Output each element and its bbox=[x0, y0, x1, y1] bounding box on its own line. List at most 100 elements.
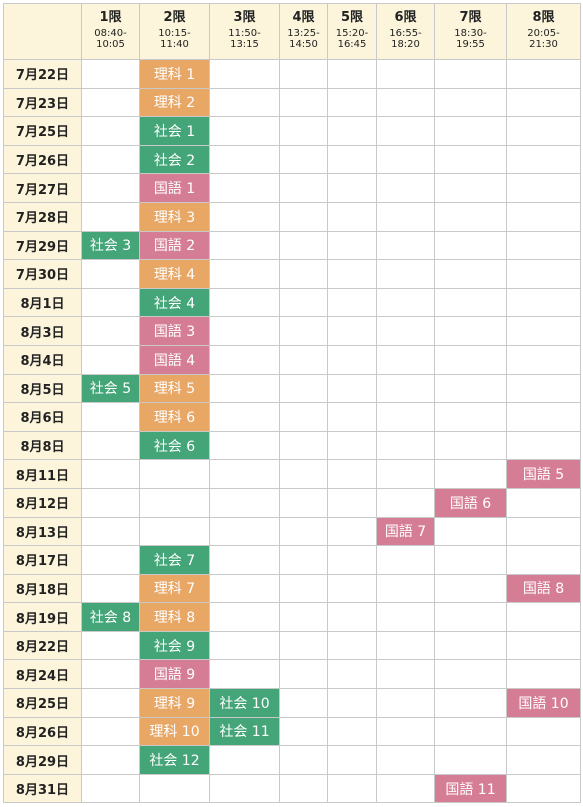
empty-cell bbox=[376, 773, 435, 804]
date-cell: 8月17日 bbox=[3, 545, 82, 575]
empty-cell bbox=[81, 745, 140, 775]
empty-cell bbox=[376, 116, 435, 146]
empty-cell bbox=[434, 430, 507, 461]
empty-cell bbox=[434, 201, 507, 232]
table-row: 8月4日 国語 4 bbox=[3, 344, 581, 375]
empty-cell bbox=[81, 459, 140, 489]
class-cell: 社会 12 bbox=[139, 745, 210, 775]
empty-cell bbox=[506, 516, 581, 547]
empty-cell bbox=[209, 344, 280, 375]
empty-cell bbox=[327, 602, 377, 632]
date-cell: 7月23日 bbox=[3, 87, 82, 118]
table-row: 8月31日 国語 11 bbox=[3, 773, 581, 804]
empty-cell bbox=[376, 459, 435, 489]
empty-cell bbox=[434, 259, 507, 289]
empty-cell bbox=[327, 573, 377, 604]
empty-cell bbox=[506, 430, 581, 461]
empty-cell bbox=[506, 630, 581, 661]
period-time: 15:20- 16:45 bbox=[335, 28, 369, 50]
empty-cell bbox=[279, 259, 328, 289]
empty-cell bbox=[506, 716, 581, 747]
empty-cell bbox=[506, 173, 581, 203]
date-cell: 8月19日 bbox=[3, 602, 82, 632]
period-name: 3限 bbox=[233, 10, 256, 25]
empty-cell bbox=[139, 459, 210, 489]
class-cell: 理科 7 bbox=[139, 573, 210, 604]
empty-cell bbox=[376, 659, 435, 690]
empty-cell bbox=[279, 630, 328, 661]
class-cell: 理科 4 bbox=[139, 259, 210, 289]
empty-cell bbox=[81, 430, 140, 461]
period-name: 5限 bbox=[340, 10, 364, 25]
empty-cell bbox=[327, 316, 377, 346]
empty-cell bbox=[376, 201, 435, 232]
empty-cell bbox=[506, 373, 581, 404]
empty-cell bbox=[506, 745, 581, 775]
empty-cell bbox=[434, 573, 507, 604]
empty-cell bbox=[434, 659, 507, 690]
class-cell: 理科 8 bbox=[139, 602, 210, 632]
class-cell: 社会 7 bbox=[139, 545, 210, 575]
empty-cell bbox=[209, 630, 280, 661]
empty-cell bbox=[81, 773, 140, 804]
period-name: 8限 bbox=[532, 10, 555, 25]
empty-cell bbox=[81, 545, 140, 575]
empty-cell bbox=[279, 545, 328, 575]
empty-cell bbox=[434, 688, 507, 718]
empty-cell bbox=[327, 201, 377, 232]
empty-cell bbox=[327, 344, 377, 375]
empty-cell bbox=[81, 716, 140, 747]
empty-cell bbox=[81, 659, 140, 690]
empty-cell bbox=[434, 745, 507, 775]
empty-cell bbox=[209, 59, 280, 89]
period-time: 10:15- 11:40 bbox=[158, 28, 191, 50]
period-time: 11:50- 13:15 bbox=[228, 28, 261, 50]
table-row: 7月22日 理科 1 bbox=[3, 59, 581, 89]
empty-cell bbox=[376, 716, 435, 747]
date-cell: 8月25日 bbox=[3, 688, 82, 718]
empty-cell bbox=[376, 230, 435, 261]
empty-cell bbox=[376, 573, 435, 604]
empty-cell bbox=[506, 259, 581, 289]
empty-cell bbox=[376, 173, 435, 203]
table-row: 7月30日 理科 4 bbox=[3, 259, 581, 289]
date-cell: 7月25日 bbox=[3, 116, 82, 146]
empty-cell bbox=[209, 459, 280, 489]
empty-cell bbox=[139, 516, 210, 547]
class-cell: 社会 6 bbox=[139, 430, 210, 461]
empty-cell bbox=[506, 316, 581, 346]
empty-cell bbox=[434, 230, 507, 261]
empty-cell bbox=[279, 144, 328, 175]
empty-cell bbox=[327, 659, 377, 690]
empty-cell bbox=[209, 545, 280, 575]
empty-cell bbox=[506, 402, 581, 432]
empty-cell bbox=[279, 659, 328, 690]
empty-cell bbox=[327, 287, 377, 318]
empty-cell bbox=[209, 144, 280, 175]
empty-cell bbox=[376, 259, 435, 289]
empty-cell bbox=[376, 87, 435, 118]
empty-cell bbox=[376, 745, 435, 775]
table-row: 7月27日 国語 1 bbox=[3, 173, 581, 203]
table-row: 8月11日 国語 5 bbox=[3, 459, 581, 489]
class-cell: 社会 4 bbox=[139, 287, 210, 318]
empty-cell bbox=[279, 287, 328, 318]
class-cell: 理科 5 bbox=[139, 373, 210, 404]
class-cell: 社会 10 bbox=[209, 688, 280, 718]
empty-cell bbox=[434, 630, 507, 661]
empty-cell bbox=[376, 630, 435, 661]
table-row: 7月26日 社会 2 bbox=[3, 144, 581, 175]
date-cell: 8月12日 bbox=[3, 487, 82, 518]
empty-cell bbox=[327, 373, 377, 404]
empty-cell bbox=[279, 87, 328, 118]
empty-cell bbox=[327, 745, 377, 775]
empty-cell bbox=[209, 516, 280, 547]
empty-cell bbox=[376, 316, 435, 346]
empty-cell bbox=[506, 344, 581, 375]
period-name: 1限 bbox=[99, 10, 122, 25]
table-row: 8月22日 社会 9 bbox=[3, 630, 581, 661]
empty-cell bbox=[376, 487, 435, 518]
empty-cell bbox=[434, 87, 507, 118]
empty-cell bbox=[327, 173, 377, 203]
corner-cell bbox=[3, 3, 82, 60]
